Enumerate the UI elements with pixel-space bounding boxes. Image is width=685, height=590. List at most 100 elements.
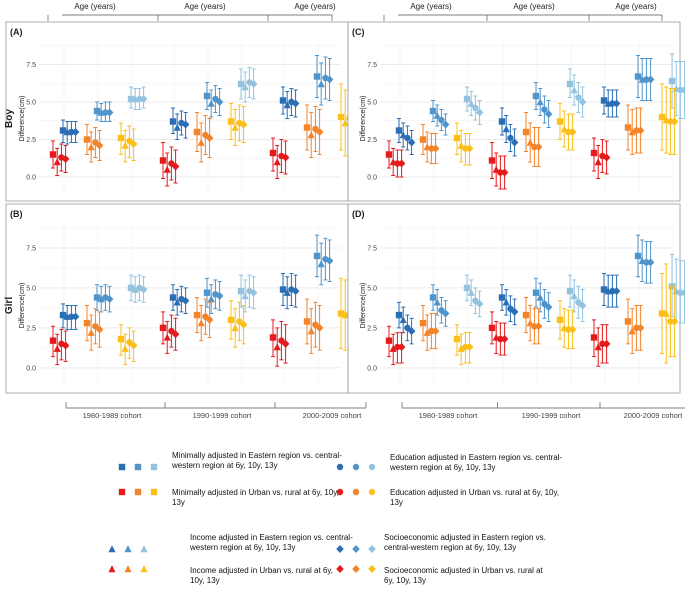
- data-point: [83, 136, 91, 143]
- data-point: [131, 285, 139, 293]
- cohort-label: 2000-2009 cohort: [624, 411, 684, 420]
- data-point: [565, 326, 572, 333]
- data-point: [127, 95, 135, 103]
- data-point: [628, 128, 636, 136]
- age-header-label: Age (years): [410, 2, 452, 11]
- data-point: [570, 292, 578, 300]
- data-point: [325, 256, 334, 265]
- data-point: [677, 289, 684, 296]
- data-point: [643, 76, 650, 83]
- data-point: [541, 300, 548, 308]
- age-header-label: Age (years): [615, 2, 657, 11]
- y-tick-label: 0.0: [367, 365, 377, 372]
- data-point: [467, 99, 475, 107]
- data-point: [395, 127, 403, 134]
- data-point: [281, 339, 290, 348]
- data-point: [313, 252, 321, 260]
- data-point: [127, 284, 135, 292]
- data-point: [570, 86, 578, 94]
- data-point: [463, 95, 471, 103]
- data-point: [215, 291, 224, 300]
- data-point: [532, 92, 540, 100]
- data-point: [129, 341, 138, 350]
- data-point: [181, 120, 190, 129]
- legend-income-east: Income adjusted in Eastern region vs. ce…: [190, 533, 353, 552]
- y-tick-label: 5.0: [26, 100, 36, 107]
- data-point: [97, 295, 105, 303]
- data-point: [628, 327, 636, 335]
- data-point: [433, 298, 441, 306]
- chart-layer: Age (years)61013Age (years)61013Age (yea…: [4, 2, 685, 420]
- legend-icon-education-urban: [336, 488, 344, 496]
- data-point: [500, 168, 509, 177]
- data-point: [419, 319, 427, 327]
- y-tick-label: 5.0: [367, 285, 377, 292]
- data-point: [68, 313, 75, 320]
- age-header-label: Age (years): [184, 2, 226, 11]
- data-point: [92, 323, 99, 330]
- data-point: [53, 158, 61, 166]
- data-point: [612, 99, 621, 108]
- data-point: [205, 134, 214, 142]
- data-point: [532, 289, 540, 296]
- y-tick-label: 7.5: [26, 62, 36, 69]
- data-point: [438, 116, 445, 124]
- data-point: [279, 97, 287, 104]
- panel-border: [347, 203, 681, 394]
- data-point: [163, 333, 171, 341]
- data-point: [312, 125, 319, 133]
- data-point: [341, 119, 349, 127]
- data-point: [488, 324, 496, 332]
- y-tick-label: 2.5: [26, 137, 36, 144]
- data-point: [438, 307, 445, 314]
- data-point: [522, 128, 530, 136]
- data-point: [566, 80, 574, 88]
- data-point: [139, 95, 148, 103]
- data-point: [227, 316, 235, 324]
- data-point: [68, 128, 75, 136]
- data-point: [71, 128, 80, 136]
- y-axis-label: Difference(cm): [360, 283, 367, 329]
- data-point: [281, 153, 290, 162]
- data-point: [404, 324, 411, 332]
- data-point: [643, 259, 650, 266]
- cohort-label: 1990-1999 cohort: [522, 411, 582, 420]
- data-point: [93, 294, 101, 301]
- data-point: [283, 101, 291, 109]
- data-point: [173, 298, 181, 306]
- legend-icon-minimal-urban: [150, 488, 158, 496]
- data-point: [658, 310, 666, 317]
- data-point: [307, 327, 315, 335]
- data-point: [249, 288, 258, 297]
- data-point: [95, 325, 104, 334]
- y-tick-label: 7.5: [26, 245, 36, 252]
- data-point: [633, 324, 640, 332]
- data-point: [463, 284, 471, 292]
- data-point: [634, 73, 642, 80]
- panel-label: (D): [352, 209, 365, 219]
- data-point: [92, 139, 99, 146]
- data-point: [102, 109, 109, 116]
- data-point: [428, 327, 435, 335]
- data-point: [236, 318, 243, 325]
- panel-border: [347, 21, 681, 202]
- data-point: [197, 319, 205, 327]
- data-point: [317, 80, 325, 88]
- data-point: [556, 118, 564, 125]
- data-point: [667, 118, 674, 125]
- data-point: [556, 316, 564, 324]
- y-tick-label: 2.5: [26, 325, 36, 332]
- legend-icon-socio-east: [336, 545, 344, 553]
- cohort-label: 1980-1989 cohort: [83, 411, 143, 420]
- data-point: [407, 138, 416, 147]
- data-point: [462, 145, 469, 152]
- data-point: [668, 77, 676, 85]
- data-point: [429, 294, 437, 301]
- data-point: [568, 128, 577, 136]
- data-point: [385, 337, 393, 344]
- data-point: [171, 162, 180, 171]
- data-point: [129, 140, 138, 148]
- data-point: [61, 341, 70, 350]
- data-point: [237, 80, 245, 88]
